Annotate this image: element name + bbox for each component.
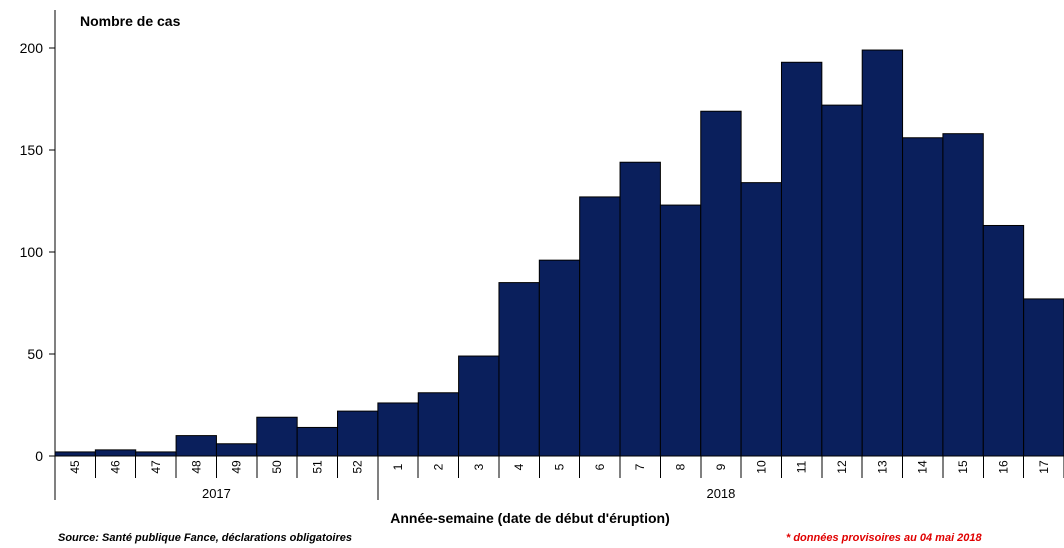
- x-tick-label: 52: [351, 460, 365, 474]
- bar-52: [337, 410, 379, 457]
- bar-12: [821, 104, 863, 457]
- x-tick-label: 8: [674, 463, 688, 470]
- bar-45: [54, 451, 96, 457]
- x-tick-label: 45: [68, 460, 82, 474]
- bar-17: [1023, 298, 1064, 457]
- bar-16: [982, 224, 1025, 457]
- y-tick-label: 150: [20, 142, 44, 158]
- year-groups: 2017 2018: [54, 478, 735, 501]
- x-tick-label: 10: [754, 460, 768, 474]
- year-label: 2018: [706, 486, 735, 501]
- x-tick-label: 1: [391, 463, 405, 470]
- bar-13: [861, 49, 904, 457]
- x-tick-label: 46: [109, 460, 123, 474]
- x-axis-title: Année-semaine (date de début d'éruption): [390, 510, 669, 526]
- y-tick-label: 100: [20, 244, 44, 260]
- bar-50: [256, 416, 298, 457]
- x-tick-label: 49: [230, 460, 244, 474]
- x-tick-label: 6: [593, 463, 607, 470]
- y-ticks-group: 0 50 100 150 200: [20, 40, 55, 464]
- provisional-data-note: * données provisoires au 04 mai 2018: [786, 532, 983, 544]
- bar-6: [579, 196, 621, 457]
- bar-7: [619, 161, 661, 457]
- y-tick-label: 0: [35, 448, 43, 464]
- x-tick-label: 9: [714, 463, 728, 470]
- bar-1: [377, 402, 419, 457]
- x-tick-label: 17: [1037, 460, 1051, 474]
- bar-5: [538, 259, 581, 457]
- bar-48: [175, 435, 217, 457]
- bar-8: [659, 204, 702, 457]
- year-label: 2017: [202, 486, 231, 501]
- x-tick-label: 48: [189, 460, 203, 474]
- y-tick-label: 200: [20, 40, 44, 56]
- bar-10: [740, 182, 782, 457]
- x-tick-label: 51: [310, 460, 324, 474]
- x-tick-label: 4: [512, 463, 526, 470]
- bar-9: [700, 110, 742, 457]
- x-tick-label: 3: [472, 463, 486, 470]
- x-tick-label: 2: [431, 463, 445, 470]
- bar-15: [942, 133, 984, 457]
- bar-14: [902, 137, 944, 457]
- bar-47: [135, 451, 177, 457]
- x-tick-label: 11: [795, 460, 809, 473]
- x-tick-label: 7: [633, 463, 647, 470]
- x-tick-label: 50: [270, 460, 284, 474]
- bar-2: [417, 392, 460, 457]
- x-tick-label: 47: [149, 460, 163, 474]
- x-tick-label: 5: [553, 463, 567, 470]
- bar-11: [780, 61, 823, 457]
- source-note: Source: Santé publique Fance, déclaratio…: [58, 532, 352, 544]
- y-axis-title: Nombre de cas: [80, 13, 181, 29]
- x-tick-label: 16: [996, 460, 1010, 474]
- bar-46: [94, 449, 137, 457]
- x-tick-label: 15: [956, 460, 970, 474]
- x-tick-label: 13: [875, 460, 889, 474]
- x-tick-label: 14: [916, 460, 930, 474]
- y-tick-label: 50: [27, 346, 43, 362]
- bar-4: [498, 282, 540, 457]
- x-ticks-group: 45 46 47 48 49 50 51 52 1 2 3 4 5 6 7 8 9 10 11 12 13 14 15 16 1…: [54, 456, 1064, 478]
- bars-group: [54, 49, 1064, 457]
- x-tick-label: 12: [835, 460, 849, 474]
- bar-51: [296, 426, 339, 457]
- bar-49: [215, 443, 258, 457]
- bar-3: [458, 355, 500, 457]
